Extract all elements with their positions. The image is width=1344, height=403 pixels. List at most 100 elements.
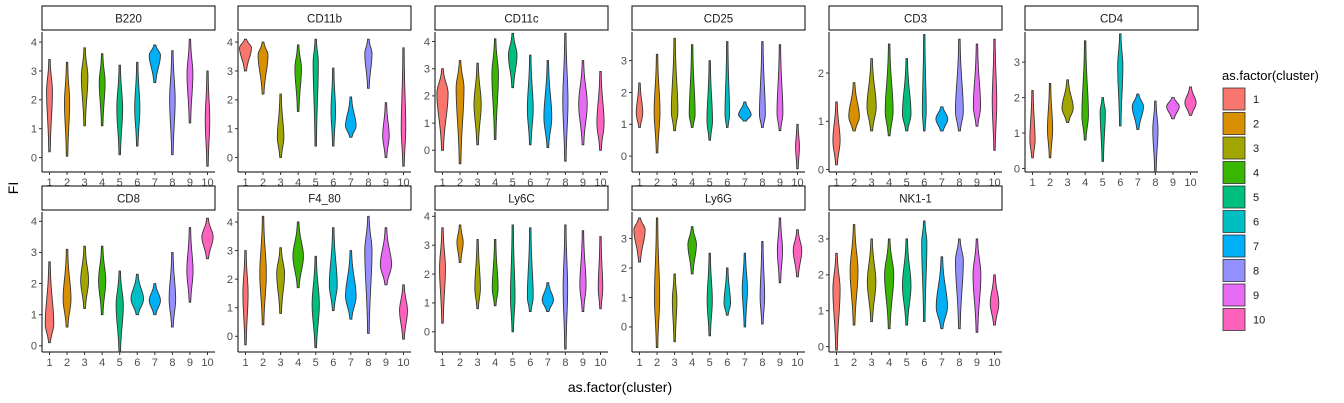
legend-key-2	[1222, 112, 1246, 135]
violin-cluster-9	[972, 238, 982, 333]
x-tick-label: 3	[278, 357, 284, 369]
violin-cluster-3	[671, 273, 678, 343]
violin-cluster-7	[935, 106, 949, 132]
x-tick-label: 9	[580, 357, 586, 369]
x-tick-label: 4	[295, 357, 301, 369]
x-tick-label: 4	[689, 177, 695, 189]
violin-cluster-1	[436, 68, 449, 151]
y-tick-label: 1	[818, 306, 824, 318]
violin-cluster-1	[832, 101, 841, 166]
violin-cluster-5	[902, 238, 912, 326]
x-tick-label: 2	[457, 177, 463, 189]
x-tick-label: 9	[187, 177, 193, 189]
x-tick-label: 8	[759, 357, 765, 369]
violin-cluster-2	[455, 60, 465, 165]
violin-cluster-10	[596, 70, 605, 151]
violin-cluster-5	[1099, 97, 1106, 162]
violin-cluster-9	[972, 43, 981, 127]
x-tick-label: 9	[777, 357, 783, 369]
strip-label: Ly6G	[705, 194, 732, 206]
x-tick-label: 4	[886, 357, 892, 369]
x-tick-label: 5	[510, 357, 516, 369]
violin-cluster-2	[259, 215, 267, 326]
violin-cluster-3	[866, 58, 877, 132]
violin-cluster-1	[633, 217, 646, 263]
x-tick-label: 7	[348, 357, 354, 369]
x-tick-label: 7	[939, 357, 945, 369]
strip-label: CD4	[1100, 14, 1124, 26]
x-tick-label: 5	[313, 177, 319, 189]
y-tick-label: 1	[818, 116, 824, 128]
violin-cluster-4	[292, 221, 304, 289]
x-tick-label: 8	[169, 177, 175, 189]
violin-cluster-2	[1047, 82, 1054, 159]
x-tick-label: 6	[134, 357, 140, 369]
y-tick-label: 0	[424, 327, 430, 339]
x-tick-label: 3	[475, 357, 481, 369]
x-tick-label: 8	[365, 357, 371, 369]
violin-cluster-4	[687, 226, 697, 275]
strip-label: NK1-1	[899, 194, 932, 206]
strip-box	[434, 185, 609, 211]
legend-key-8	[1222, 259, 1246, 282]
x-tick-label: 7	[152, 357, 158, 369]
violin-cluster-8	[364, 215, 373, 334]
x-tick-label: 4	[492, 357, 498, 369]
y-tick-label: 4	[424, 36, 430, 48]
x-tick-label: 1	[439, 357, 445, 369]
strip-label: B220	[115, 14, 142, 26]
y-tick-label: 2	[424, 91, 430, 103]
x-tick-label: 4	[99, 357, 105, 369]
strip-label: F4_80	[308, 194, 341, 206]
violin-cluster-9	[776, 44, 784, 132]
violin-cluster-2	[849, 224, 859, 326]
x-tick-label: 7	[348, 177, 354, 189]
violin-cluster-1	[832, 252, 841, 351]
violin-cluster-9	[186, 227, 194, 303]
y-tick-label: 1	[424, 298, 430, 310]
y-tick-label: 2	[31, 95, 37, 107]
legend-title: as.factor(cluster)	[1222, 68, 1319, 83]
x-tick-label: 8	[562, 177, 568, 189]
violin-cluster-8	[364, 38, 373, 89]
y-tick-label: 0	[818, 164, 824, 176]
legend-label-6: 6	[1253, 217, 1259, 229]
violin-cluster-4	[98, 53, 106, 127]
violin-cluster-9	[186, 38, 194, 124]
violin-cluster-10	[400, 47, 407, 167]
x-tick-label: 5	[904, 357, 910, 369]
violin-cluster-10	[1184, 86, 1197, 116]
violin-cluster-9	[776, 217, 784, 284]
legend: as.factor(cluster) 1 2 3 4 5 6 7 8 9 10	[1222, 68, 1319, 331]
x-tick-label: 4	[886, 177, 892, 189]
violin-cluster-8	[169, 50, 176, 156]
y-tick-label: 2	[621, 263, 627, 275]
x-tick-label: 5	[707, 177, 713, 189]
violin-cluster-7	[541, 282, 554, 313]
x-tick-label: 5	[1100, 177, 1106, 189]
violin-cluster-6	[134, 61, 141, 147]
y-tick-label: 1	[31, 124, 37, 136]
violin-cluster-8	[562, 32, 569, 162]
x-tick-label: 6	[1117, 177, 1123, 189]
x-tick-label: 4	[689, 357, 695, 369]
strip-box	[828, 185, 1003, 211]
x-tick-label: 8	[956, 357, 962, 369]
y-tick-label: 0	[227, 152, 233, 164]
legend-label-4: 4	[1253, 168, 1259, 180]
x-tick-label: 5	[117, 177, 123, 189]
x-tick-label: 7	[545, 177, 551, 189]
legend-key-10	[1222, 308, 1246, 331]
violin-cluster-6	[723, 267, 732, 316]
violin-cluster-4	[98, 245, 107, 316]
x-axis-label: as.factor(cluster)	[568, 379, 672, 395]
x-tick-label: 2	[654, 357, 660, 369]
y-tick-label: 0	[818, 341, 824, 353]
violin-cluster-9	[578, 60, 588, 146]
violin-cluster-5	[312, 38, 319, 147]
violin-cluster-3	[1061, 79, 1074, 123]
